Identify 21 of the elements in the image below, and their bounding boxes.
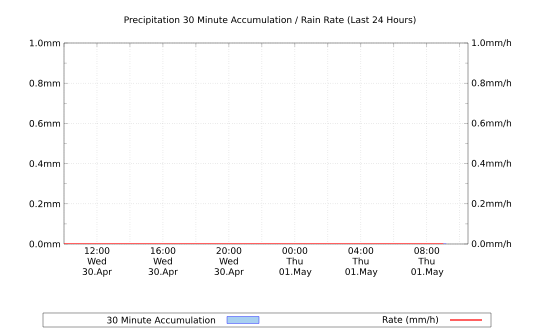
x-tick-label: 00:00 Thu 01.May	[279, 247, 312, 277]
y-tick-label: 1.0mm	[30, 40, 60, 46]
y-tick-label: 0.2mm	[30, 200, 60, 208]
x-tick-label: 20:00 Wed 30.Apr	[214, 247, 244, 277]
x-tick-label: 08:00 Thu 01.May	[411, 247, 444, 277]
legend-label: Rate (mm/h)	[382, 316, 438, 324]
y2-tick-label: 1.0mm/h	[472, 39, 512, 47]
y-tick-label: 0.8mm	[30, 80, 60, 87]
x-tick-label: 04:00 Thu 01.May	[345, 247, 378, 277]
y-tick-label: 0.4mm	[30, 160, 60, 167]
legend-label: 30 Minute Accumulation	[107, 316, 216, 324]
y2-tick-label: 0.0mm/h	[472, 240, 512, 248]
x-tick-label: 16:00 Wed 30.Apr	[148, 247, 178, 277]
chart-title: Precipitation 30 Minute Accumulation / Rain Rate (Last 24 Hours)	[124, 16, 416, 25]
y2-tick-label: 0.6mm/h	[472, 120, 512, 128]
y2-tick-label: 0.4mm/h	[472, 160, 512, 168]
y-tick-label: 0.0mm	[30, 240, 60, 248]
y-tick-label: 0.6mm	[30, 120, 60, 127]
y2-tick-label: 0.2mm/h	[472, 200, 512, 208]
x-tick-label: 12:00 Wed 30.Apr	[82, 247, 112, 277]
y2-tick-label: 0.8mm/h	[472, 79, 512, 88]
